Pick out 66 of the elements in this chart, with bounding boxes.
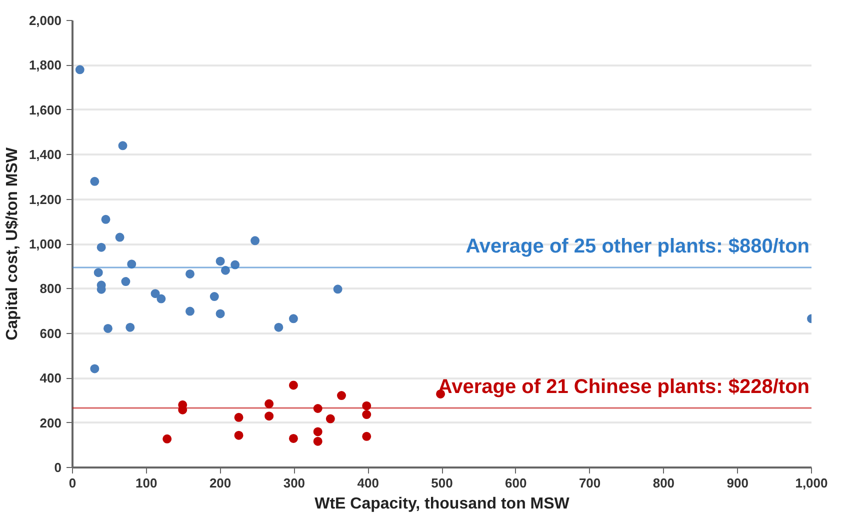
annotation: Average of 21 Chinese plants: $228/ton bbox=[438, 376, 810, 398]
point bbox=[90, 364, 100, 374]
point bbox=[234, 430, 244, 440]
point bbox=[103, 324, 112, 333]
y-tick-label: 0 bbox=[54, 460, 62, 475]
point bbox=[313, 404, 322, 413]
y-tick-label: 1,000 bbox=[28, 236, 62, 252]
point bbox=[333, 284, 342, 294]
point bbox=[336, 391, 346, 400]
point bbox=[90, 176, 100, 186]
point bbox=[313, 436, 322, 446]
point bbox=[274, 322, 284, 332]
x-tick-label: 600 bbox=[505, 476, 527, 490]
point bbox=[96, 242, 106, 252]
x-tick-label: 500 bbox=[431, 476, 453, 490]
point bbox=[186, 269, 194, 278]
y-tick-label: 800 bbox=[40, 281, 62, 296]
y-tick-label: 600 bbox=[40, 326, 62, 341]
point bbox=[94, 268, 103, 278]
y-tick-label: 1,800 bbox=[28, 58, 62, 73]
y-tick-label: 1,200 bbox=[28, 192, 62, 207]
point bbox=[288, 314, 298, 324]
point bbox=[220, 266, 230, 275]
x-tick-label: 800 bbox=[652, 476, 675, 490]
y-tick-label: 200 bbox=[40, 415, 62, 430]
point bbox=[216, 309, 225, 318]
point bbox=[234, 412, 244, 422]
point bbox=[101, 214, 110, 224]
point bbox=[288, 434, 298, 443]
annotation: Average of 25 other plants: $880/ton bbox=[466, 235, 810, 258]
point bbox=[115, 232, 124, 242]
point bbox=[150, 289, 160, 298]
point bbox=[121, 277, 130, 286]
point bbox=[230, 260, 240, 270]
point bbox=[216, 256, 225, 266]
x-tick-label: 200 bbox=[209, 476, 232, 490]
point bbox=[250, 236, 260, 246]
x-tick-label: 700 bbox=[578, 476, 601, 490]
x-tick-label: 100 bbox=[136, 476, 158, 490]
point bbox=[362, 401, 372, 410]
point bbox=[156, 294, 166, 304]
point bbox=[162, 434, 172, 444]
x-tick-label: 400 bbox=[357, 476, 379, 490]
point bbox=[362, 432, 372, 441]
y-tick-label: 400 bbox=[40, 370, 62, 386]
x-tick-label: 1,000 bbox=[795, 476, 828, 490]
point bbox=[362, 410, 372, 420]
y-axis-title: Capital cost, U$/ton MSW bbox=[4, 146, 21, 340]
point bbox=[288, 380, 298, 390]
point bbox=[186, 306, 194, 316]
point bbox=[264, 399, 274, 408]
y-tick-label: 1,400 bbox=[28, 147, 62, 162]
x-tick-label: 0 bbox=[68, 476, 76, 490]
point bbox=[210, 292, 219, 302]
x-tick-label: 900 bbox=[726, 476, 748, 490]
point bbox=[118, 141, 128, 150]
point bbox=[313, 427, 322, 436]
point bbox=[127, 260, 136, 269]
point bbox=[264, 412, 274, 421]
x-tick-label: 300 bbox=[283, 476, 306, 490]
y-tick-label: 2,000 bbox=[28, 13, 62, 28]
point bbox=[75, 65, 84, 74]
point bbox=[126, 322, 135, 332]
x-axis-title: WtE Capacity, thousand ton MSW bbox=[314, 496, 570, 512]
y-tick-label: 1,600 bbox=[28, 102, 62, 118]
point bbox=[326, 414, 335, 424]
